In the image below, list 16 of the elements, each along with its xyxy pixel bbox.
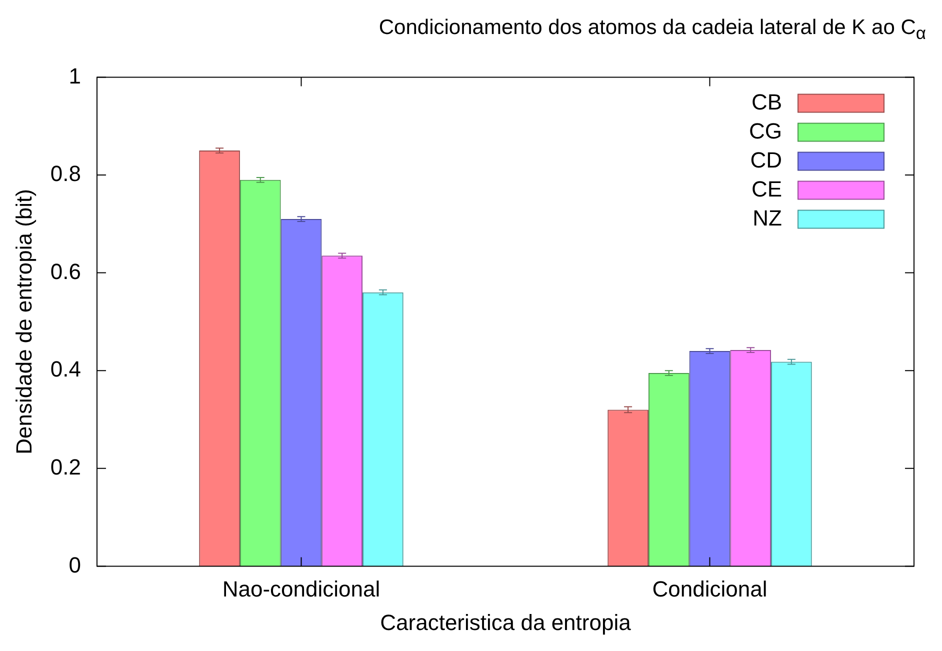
y-tick-label: 0.4 [50,356,81,382]
x-tick-label: Nao-condicional [222,576,380,602]
y-tick-label: 0.2 [50,454,81,480]
legend-label: CE [751,176,782,202]
legend-label: NZ [752,205,782,230]
legend-label: CD [750,147,782,172]
chart-title: Condicionamento dos atomos da cadeia lateral de K ao C$_{α}$ [378,15,927,46]
y-tick-label: 1 [68,63,81,88]
legend-label: CB [751,89,782,114]
y-axis-title: Densidade de entropia (bit) [11,189,36,454]
x-tick-label: Condicional [652,576,768,602]
legend-label: CG [749,118,782,144]
y-tick-label: 0.8 [50,161,81,186]
x-axis-title: Caracteristica da entropia [380,610,632,635]
y-tick-label: 0.6 [50,258,81,284]
y-tick-label: 0 [68,552,81,578]
